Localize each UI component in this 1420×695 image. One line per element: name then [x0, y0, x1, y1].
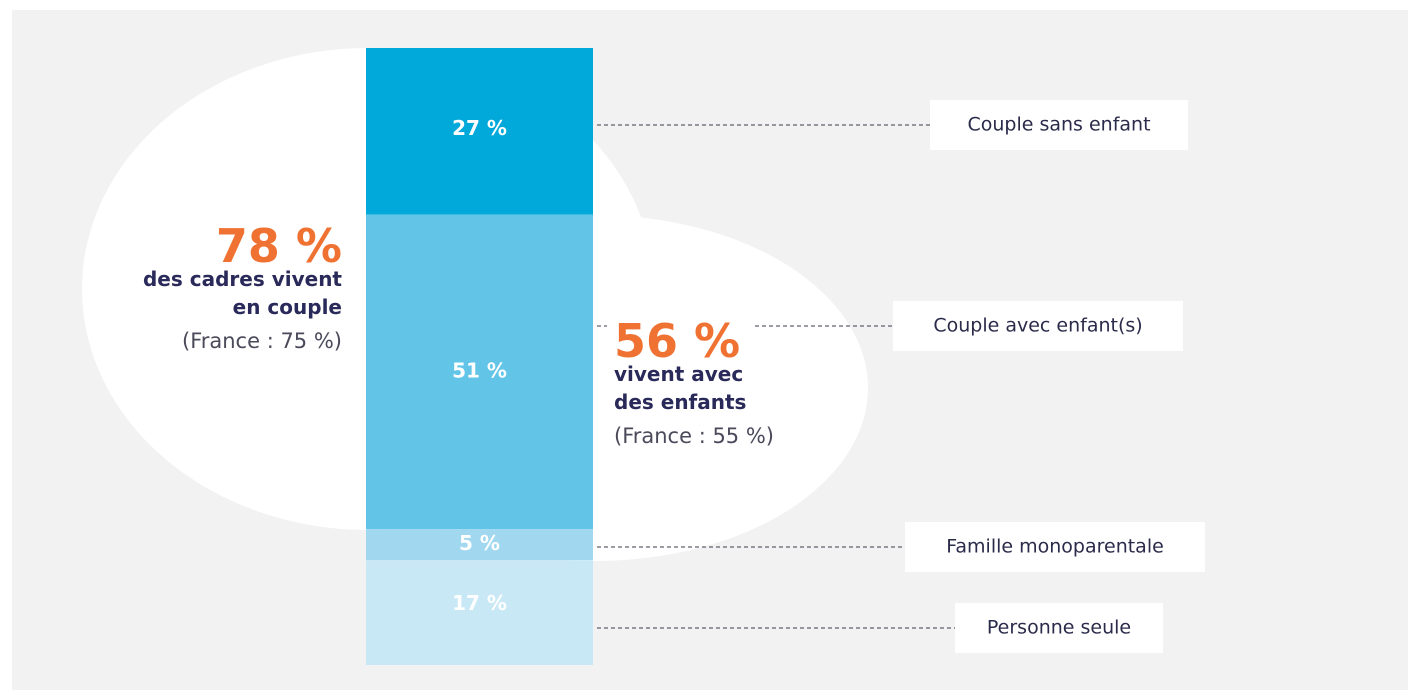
- legend-label: Couple sans enfant: [967, 114, 1150, 136]
- annotation-headline: 78 %: [216, 219, 342, 273]
- bar-segment: [366, 560, 593, 665]
- segment-label: 51 %: [452, 358, 507, 382]
- segment-label: 17 %: [452, 591, 507, 615]
- annotation-note: (France : 55 %): [614, 424, 774, 448]
- legend-label: Famille monoparentale: [946, 536, 1164, 558]
- segment-label: 27 %: [452, 116, 507, 140]
- annotation-text: en couple: [233, 295, 342, 319]
- legend-box: [893, 301, 1183, 351]
- legend-box: [930, 100, 1188, 150]
- annotation-headline: 56 %: [614, 314, 740, 368]
- legend-box: [955, 603, 1163, 653]
- bar-segment: [366, 48, 593, 215]
- annotation-text: des cadres vivent: [143, 267, 342, 291]
- bar-segment: [366, 529, 593, 561]
- legend-label: Couple avec enfant(s): [933, 315, 1142, 337]
- annotation-text: des enfants: [614, 390, 746, 414]
- annotation-text: vivent avec: [614, 362, 743, 386]
- segment-label: 5 %: [459, 531, 500, 555]
- legend-box: [905, 522, 1205, 572]
- bar-segment: [366, 214, 593, 530]
- annotation-note: (France : 75 %): [182, 329, 342, 353]
- legend-label: Personne seule: [987, 617, 1131, 639]
